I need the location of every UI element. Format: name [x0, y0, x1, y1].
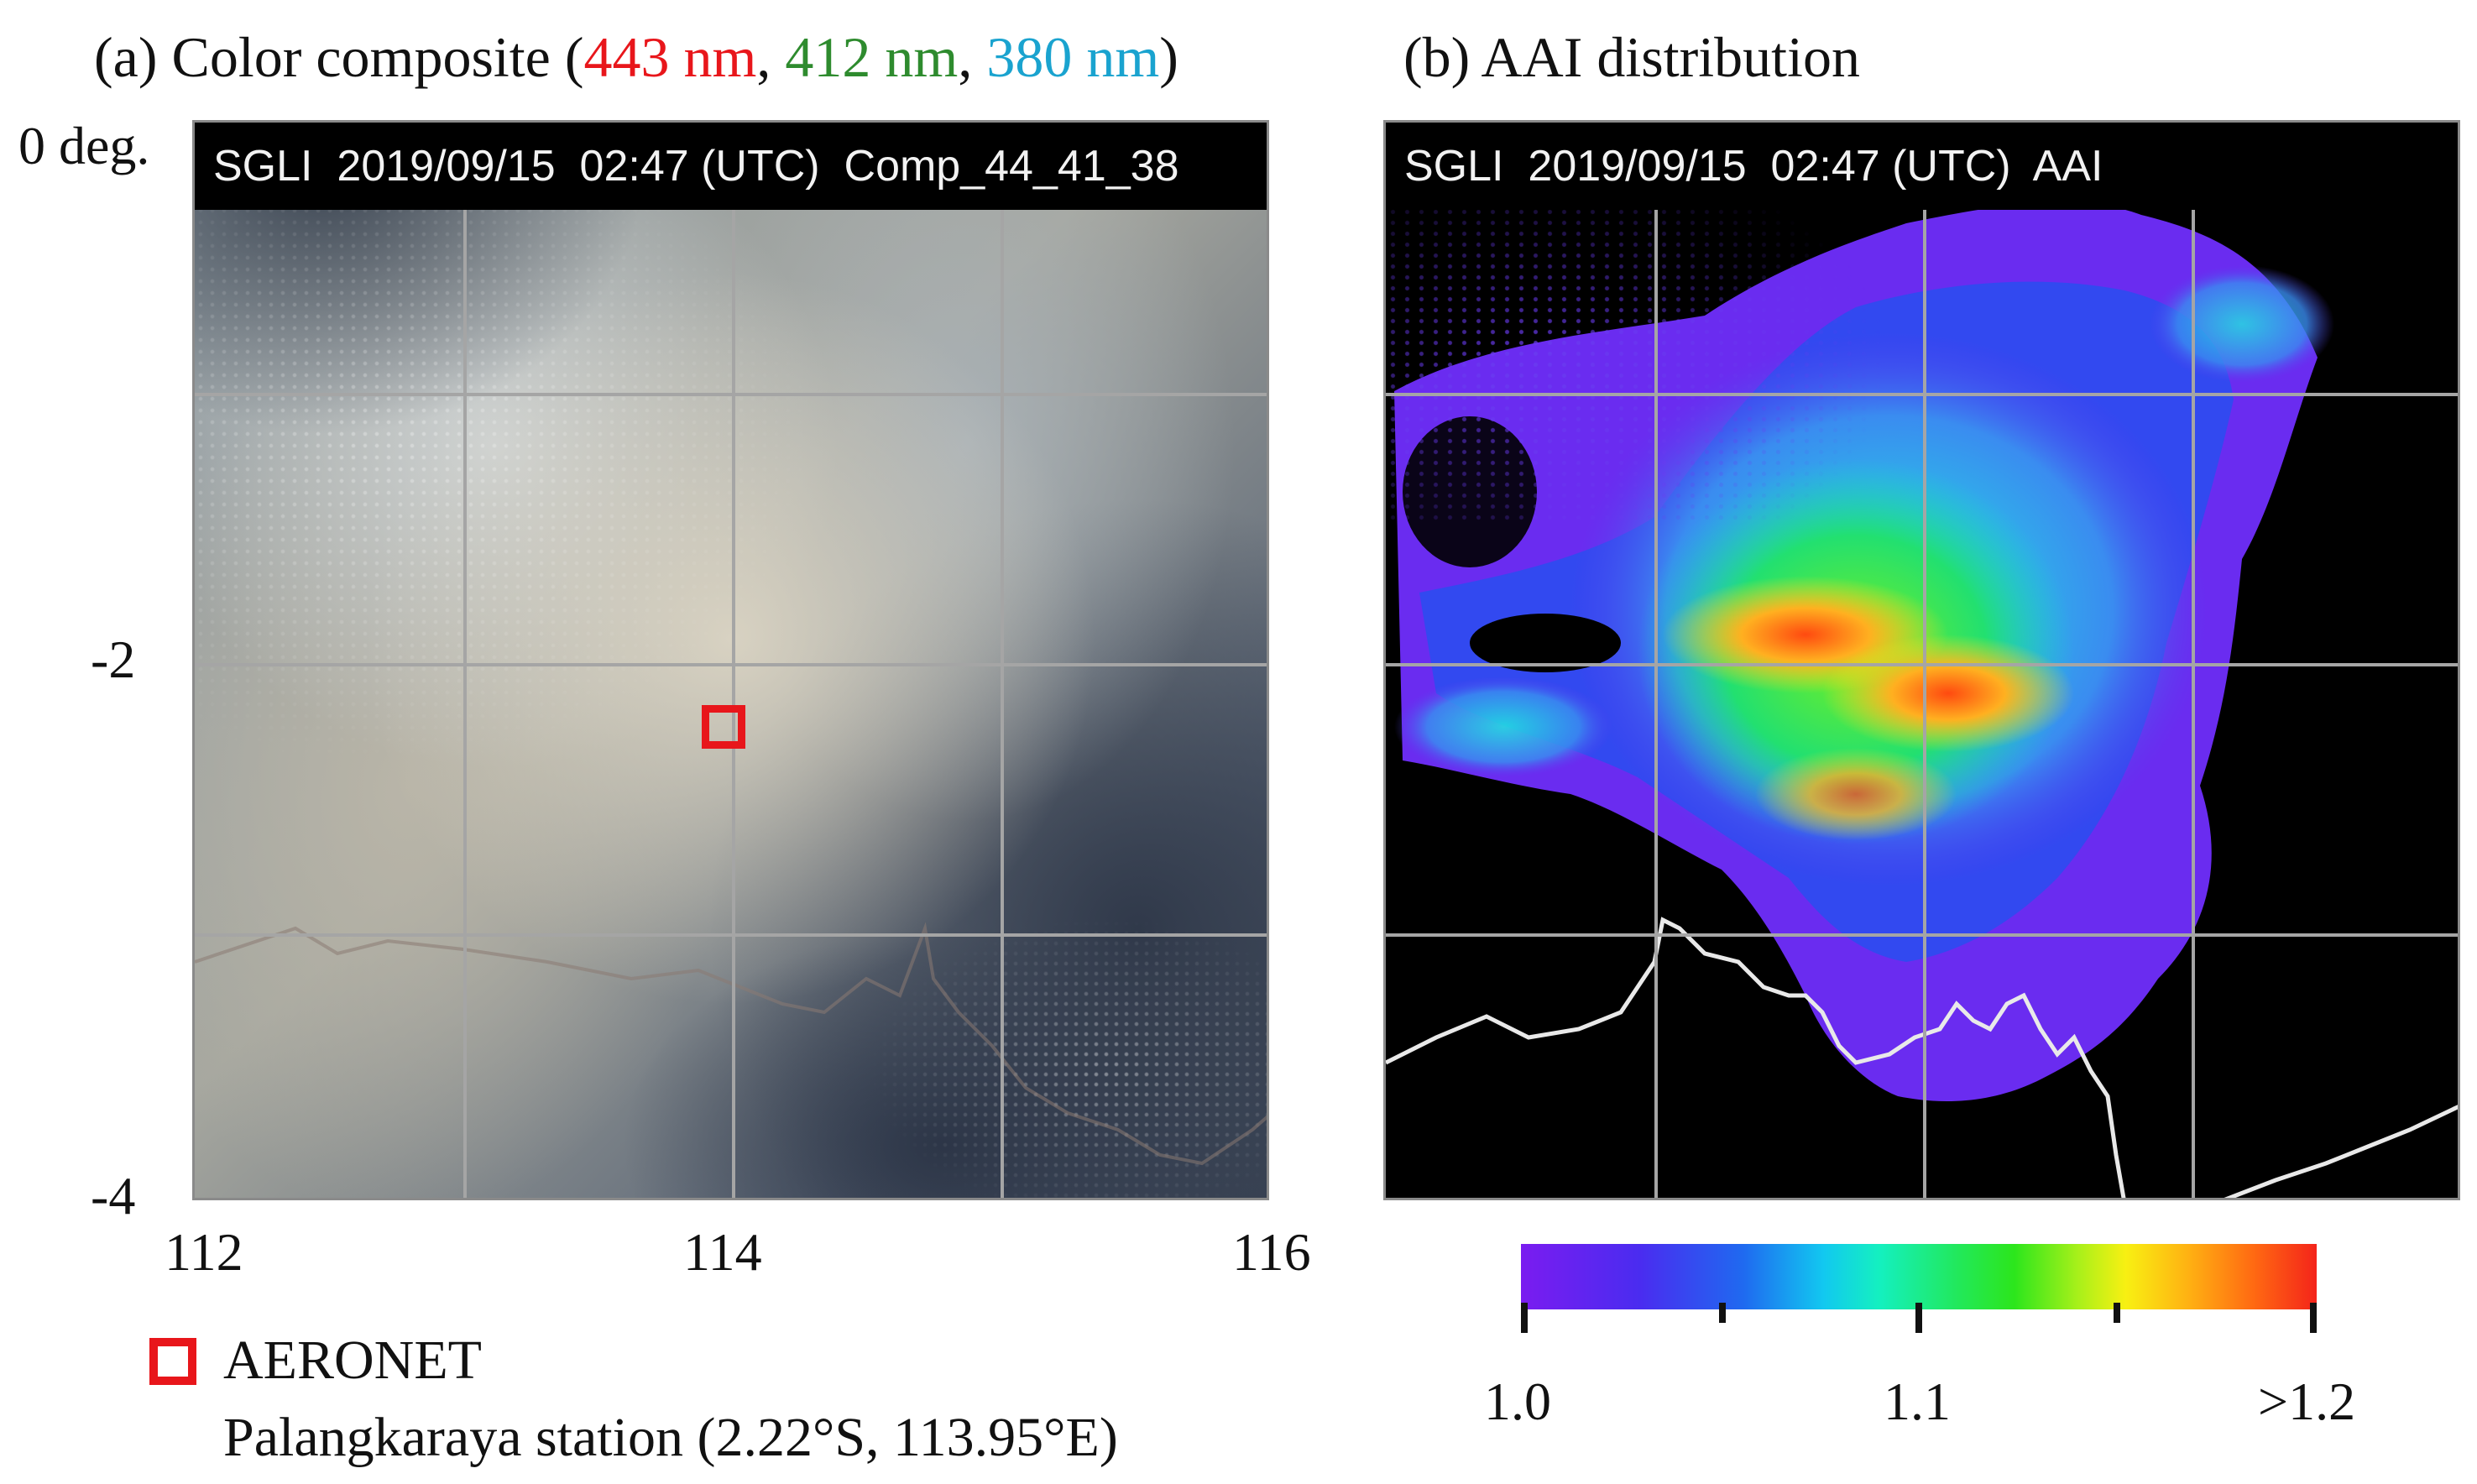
colorbar-label-min: 1.0	[1484, 1372, 1551, 1431]
grid-line-v1	[463, 123, 467, 1198]
panel-a-title-suffix: )	[1159, 25, 1178, 89]
panel-a-title-sep2: ,	[958, 25, 987, 89]
colorbar-tick-2	[1915, 1303, 1922, 1333]
coastline-b	[1386, 917, 2458, 1198]
grid-line-h3	[195, 933, 1267, 937]
color-composite-image: SGLI 2019/09/15 02:47 (UTC) Comp_44_41_3…	[192, 120, 1269, 1200]
aeronet-legend-icon	[149, 1338, 196, 1385]
grid-line-h1	[195, 393, 1267, 396]
colorbar-tick-1	[1719, 1303, 1726, 1323]
grid-line-v3	[2192, 123, 2195, 1198]
grid-line-h2	[1386, 663, 2458, 666]
panel-a-title: (a) Color composite (443 nm, 412 nm, 380…	[94, 29, 1178, 86]
grid-line-h3	[1386, 933, 2458, 937]
x-axis-label-112: 112	[165, 1222, 243, 1282]
colorbar-label-max: >1.2	[2258, 1372, 2356, 1431]
y-axis-mid-label: -2	[91, 630, 136, 689]
band-green-label: 412 nm	[785, 25, 959, 89]
panel-b-banner: SGLI 2019/09/15 02:47 (UTC) AAI	[1386, 123, 2458, 210]
cloud-speckle-texture-south	[195, 123, 1267, 1198]
grid-line-h1	[1386, 393, 2458, 396]
coastline-a	[195, 922, 1267, 1166]
cloud-speckle-texture	[195, 123, 1267, 1198]
aeronet-station-marker	[702, 705, 745, 749]
grid-line-v3	[1001, 123, 1004, 1198]
y-axis-top-label: 0 deg.	[18, 116, 150, 175]
x-axis-label-114: 114	[683, 1222, 762, 1282]
x-axis-label-116: 116	[1232, 1222, 1311, 1282]
panel-a-title-sep1: ,	[756, 25, 786, 89]
panel-a-banner: SGLI 2019/09/15 02:47 (UTC) Comp_44_41_3…	[195, 123, 1267, 210]
colorbar-label-mid: 1.1	[1884, 1372, 1951, 1431]
colorbar-tick-0	[1521, 1303, 1528, 1333]
panel-b-title: (b) AAI distribution	[1403, 25, 1860, 89]
panel-a-title-prefix: (a) Color composite (	[94, 25, 584, 89]
aeronet-station-description: Palangkaraya station (2.22°S, 113.95°E)	[223, 1407, 1118, 1468]
grid-line-v1	[1654, 123, 1658, 1198]
colorbar-tick-4	[2310, 1303, 2317, 1333]
grid-line-v2	[1923, 123, 1926, 1198]
y-axis-bottom-label: -4	[91, 1166, 136, 1225]
aeronet-legend-label: AERONET	[223, 1330, 482, 1391]
aai-speckle-noise	[1386, 206, 1889, 525]
colorbar-tick-3	[2114, 1303, 2120, 1323]
aai-colorbar	[1521, 1244, 2317, 1309]
grid-line-h2	[195, 663, 1267, 666]
aai-distribution-image: SGLI 2019/09/15 02:47 (UTC) AAI	[1383, 120, 2460, 1200]
band-blue-label: 380 nm	[986, 25, 1160, 89]
band-red-label: 443 nm	[583, 25, 757, 89]
grid-line-v2	[732, 123, 735, 1198]
